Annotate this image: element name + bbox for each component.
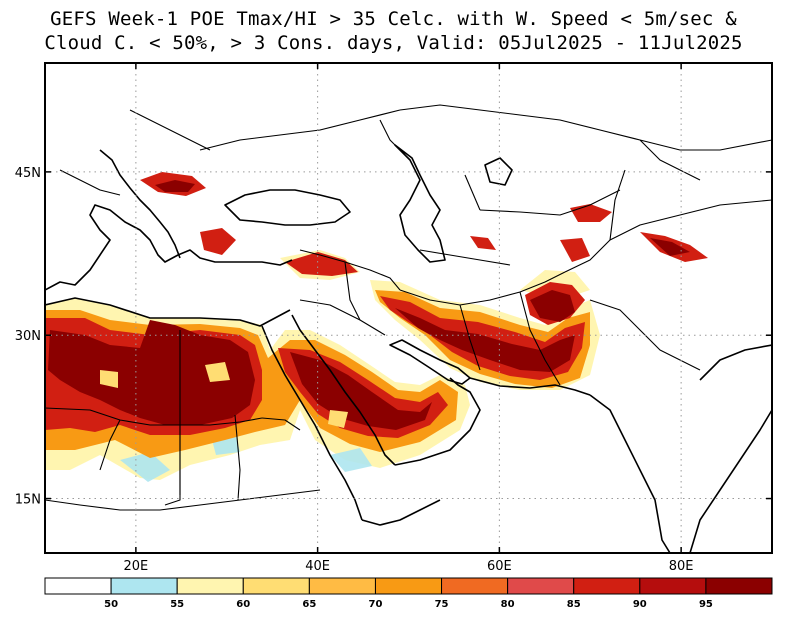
colorbar-label: 70	[368, 599, 382, 610]
colorbar-label: 95	[699, 599, 713, 610]
colorbar-swatch	[507, 577, 575, 595]
colorbar-swatch	[176, 577, 244, 595]
colorbar-label: 80	[501, 599, 515, 610]
colorbar: 50 55 60 65 70 75 80 85 90 95	[44, 577, 773, 610]
colorbar-swatch	[374, 577, 443, 595]
colorbar-swatch	[441, 577, 509, 595]
colorbar-label: 60	[236, 599, 250, 610]
map-title-line-1: GEFS Week-1 POE Tmax/HI > 35 Celc. with …	[50, 8, 737, 30]
coastlines	[45, 144, 772, 553]
colorbar-swatch	[308, 577, 376, 595]
colorbar-label: 75	[435, 599, 449, 610]
colorbar-label: 50	[104, 599, 118, 610]
colorbar-label: 55	[170, 599, 184, 610]
y-tick-label: 45N	[15, 166, 41, 181]
country-borders	[45, 104, 772, 511]
y-tick-label: 15N	[15, 493, 41, 508]
colorbar-swatch	[44, 577, 112, 595]
colorbar-label: 65	[302, 599, 316, 610]
map-frame	[44, 62, 773, 554]
x-tick-label: 60E	[487, 559, 512, 574]
axis-ticks: 20E 40E 60E 80E 45N 30N 15N	[15, 63, 772, 574]
x-tick-label: 40E	[305, 559, 330, 574]
y-tick-label: 30N	[15, 329, 41, 344]
grid-lines	[45, 63, 772, 553]
map-title-line-2: Cloud C. < 50%, > 3 Cons. days, Valid: 0…	[44, 32, 743, 54]
colorbar-swatch	[242, 577, 310, 595]
colorbar-swatch	[110, 577, 178, 595]
colorbar-label: 90	[633, 599, 647, 610]
probability-shading	[45, 172, 708, 482]
colorbar-label: 85	[567, 599, 581, 610]
x-tick-label: 20E	[123, 559, 148, 574]
colorbar-swatch	[639, 577, 707, 595]
x-tick-label: 80E	[669, 559, 694, 574]
colorbar-swatch	[573, 577, 641, 595]
colorbar-swatch	[705, 577, 773, 595]
